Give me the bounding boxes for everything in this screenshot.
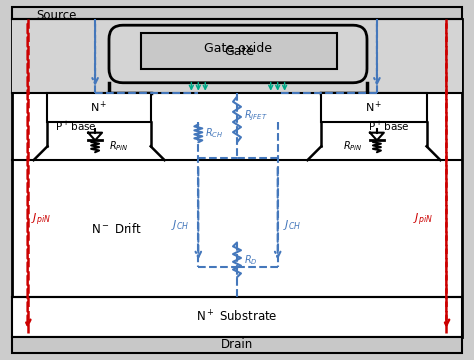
Text: $R_D$: $R_D$ [244,253,257,267]
Text: P$^+$base: P$^+$base [368,120,410,133]
Text: N$^+$: N$^+$ [365,100,383,115]
Bar [12,19,462,337]
Text: P$^+$base: P$^+$base [55,120,97,133]
Bar [12,7,462,19]
Text: $R_{JFET}$: $R_{JFET}$ [244,108,267,123]
Text: Gate: Gate [224,45,254,58]
Bar [12,297,462,337]
Text: Drain: Drain [221,338,253,351]
Text: $R_{PiN}$: $R_{PiN}$ [109,139,128,153]
Text: N$^+$ Substrate: N$^+$ Substrate [196,309,278,325]
Bar [321,93,427,122]
Text: Source: Source [36,9,77,22]
Text: $J_{piN}$: $J_{piN}$ [31,211,50,228]
Text: $J_{piN}$: $J_{piN}$ [413,211,432,228]
Bar [47,93,151,122]
Text: N$^-$ Drift: N$^-$ Drift [91,222,141,236]
Bar [12,19,462,93]
Text: Gate oxide: Gate oxide [204,41,272,54]
Text: $R_{PiN}$: $R_{PiN}$ [343,139,363,153]
Bar [12,337,462,353]
FancyBboxPatch shape [109,25,367,83]
Text: $R_{CH}$: $R_{CH}$ [205,126,224,140]
Text: $J_{CH}$: $J_{CH}$ [171,218,189,231]
Bar [141,33,337,69]
Text: $J_{CH}$: $J_{CH}$ [283,218,301,231]
Text: N$^+$: N$^+$ [90,100,108,115]
